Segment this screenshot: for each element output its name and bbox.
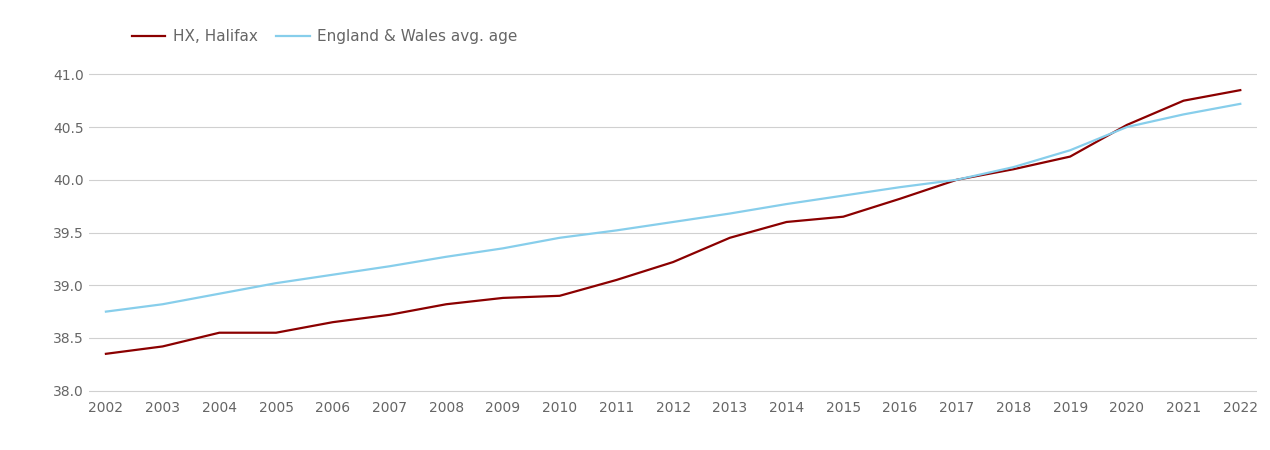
HX, Halifax bbox=[836, 214, 851, 220]
England & Wales avg. age bbox=[325, 272, 340, 277]
England & Wales avg. age bbox=[382, 264, 398, 269]
England & Wales avg. age bbox=[438, 254, 453, 260]
England & Wales avg. age bbox=[1006, 164, 1021, 170]
Line: England & Wales avg. age: England & Wales avg. age bbox=[105, 104, 1241, 311]
England & Wales avg. age bbox=[212, 291, 227, 297]
England & Wales avg. age bbox=[949, 177, 964, 183]
HX, Halifax bbox=[438, 302, 453, 307]
HX, Halifax bbox=[608, 277, 624, 283]
England & Wales avg. age bbox=[1063, 148, 1078, 153]
HX, Halifax bbox=[155, 344, 170, 349]
England & Wales avg. age bbox=[1119, 124, 1134, 130]
HX, Halifax bbox=[1233, 87, 1248, 93]
HX, Halifax bbox=[1063, 154, 1078, 159]
HX, Halifax bbox=[268, 330, 283, 335]
HX, Halifax bbox=[779, 219, 794, 225]
England & Wales avg. age bbox=[779, 201, 794, 207]
England & Wales avg. age bbox=[1233, 101, 1248, 107]
England & Wales avg. age bbox=[155, 302, 170, 307]
HX, Halifax bbox=[325, 320, 340, 325]
HX, Halifax bbox=[665, 259, 681, 265]
HX, Halifax bbox=[98, 351, 113, 356]
HX, Halifax bbox=[949, 177, 964, 183]
England & Wales avg. age bbox=[665, 219, 681, 225]
England & Wales avg. age bbox=[552, 235, 568, 240]
HX, Halifax bbox=[1119, 122, 1134, 128]
England & Wales avg. age bbox=[495, 246, 511, 251]
HX, Halifax bbox=[1176, 98, 1191, 104]
England & Wales avg. age bbox=[893, 184, 908, 190]
Legend: HX, Halifax, England & Wales avg. age: HX, Halifax, England & Wales avg. age bbox=[132, 29, 518, 44]
England & Wales avg. age bbox=[1176, 112, 1191, 117]
HX, Halifax bbox=[552, 293, 568, 298]
HX, Halifax bbox=[723, 235, 738, 240]
HX, Halifax bbox=[382, 312, 398, 318]
HX, Halifax bbox=[893, 196, 908, 202]
England & Wales avg. age bbox=[836, 193, 851, 198]
England & Wales avg. age bbox=[268, 280, 283, 286]
HX, Halifax bbox=[495, 295, 511, 301]
England & Wales avg. age bbox=[608, 228, 624, 233]
Line: HX, Halifax: HX, Halifax bbox=[105, 90, 1241, 354]
HX, Halifax bbox=[212, 330, 227, 335]
England & Wales avg. age bbox=[723, 211, 738, 216]
England & Wales avg. age bbox=[98, 309, 113, 314]
HX, Halifax bbox=[1006, 166, 1021, 172]
